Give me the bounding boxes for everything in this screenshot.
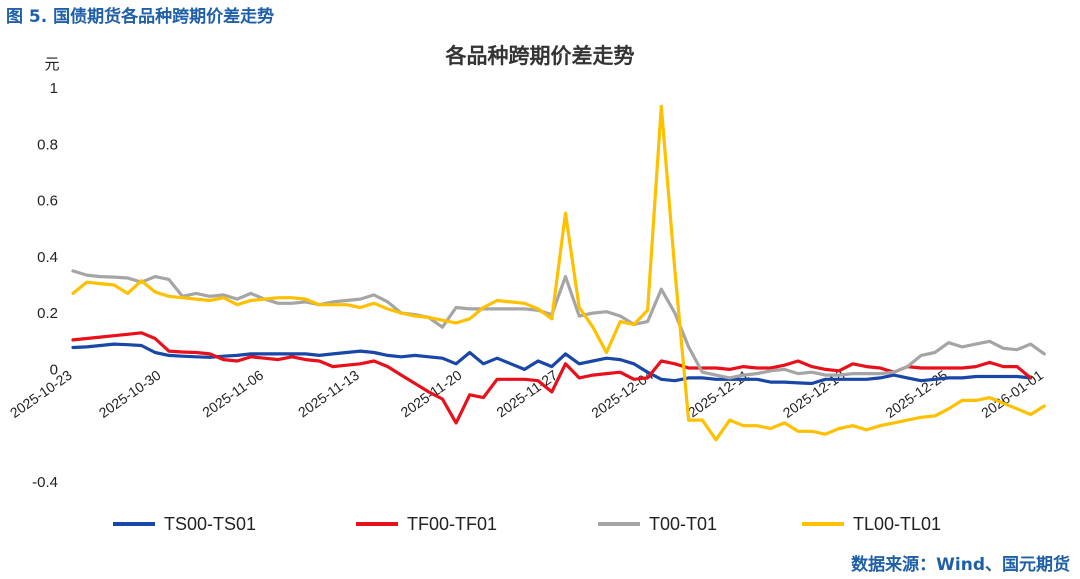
legend-item: TL00-TL01 — [802, 514, 941, 534]
y-tick-label: 0.8 — [37, 136, 58, 153]
legend-label: TL00-TL01 — [853, 514, 941, 534]
y-tick-label: 0.4 — [37, 249, 58, 266]
legend-item: T00-T01 — [598, 514, 717, 534]
x-tick-label: 2025-11-27 — [493, 367, 560, 421]
series-line-tl00-tl01 — [71, 104, 1046, 442]
x-tick-label: 2025-11-06 — [199, 367, 266, 421]
legend: TS00-TS01 TF00-TF01 T00-T01 TL00-TL01 — [113, 514, 941, 534]
legend-label: TF00-TF01 — [407, 514, 497, 534]
legend-item: TS00-TS01 — [113, 514, 256, 534]
legend-item: TF00-TF01 — [356, 514, 497, 534]
x-tick-label: 2025-11-13 — [295, 367, 362, 421]
series-line-tf00-tf01 — [71, 331, 1033, 425]
series-lines — [71, 104, 1046, 442]
y-tick-label: 0.6 — [37, 193, 58, 210]
y-tick-label: 0 — [50, 361, 58, 378]
y-unit-label: 元 — [44, 56, 59, 73]
x-tick-label: 2025-10-30 — [96, 367, 164, 421]
y-tick-label: 0.2 — [37, 305, 58, 322]
figure-label: 图 5. 国债期货各品种跨期价差走势 — [6, 7, 275, 27]
series-line-t00-t01 — [71, 269, 1046, 380]
y-tick-label: -0.4 — [32, 474, 58, 491]
y-tick-label: 1 — [50, 80, 58, 97]
legend-label: TS00-TS01 — [164, 514, 256, 534]
x-tick-label: 2025-10-23 — [7, 367, 75, 421]
chart-title: 各品种跨期价差走势 — [445, 44, 635, 68]
series-line-ts00-ts01 — [71, 342, 1033, 386]
legend-label: T00-T01 — [649, 514, 717, 534]
y-axis-ticks: -0.4 0 0.2 0.4 0.6 0.8 1 — [32, 80, 58, 491]
source-note: 数据来源：Wind、国元期货 — [851, 555, 1070, 575]
